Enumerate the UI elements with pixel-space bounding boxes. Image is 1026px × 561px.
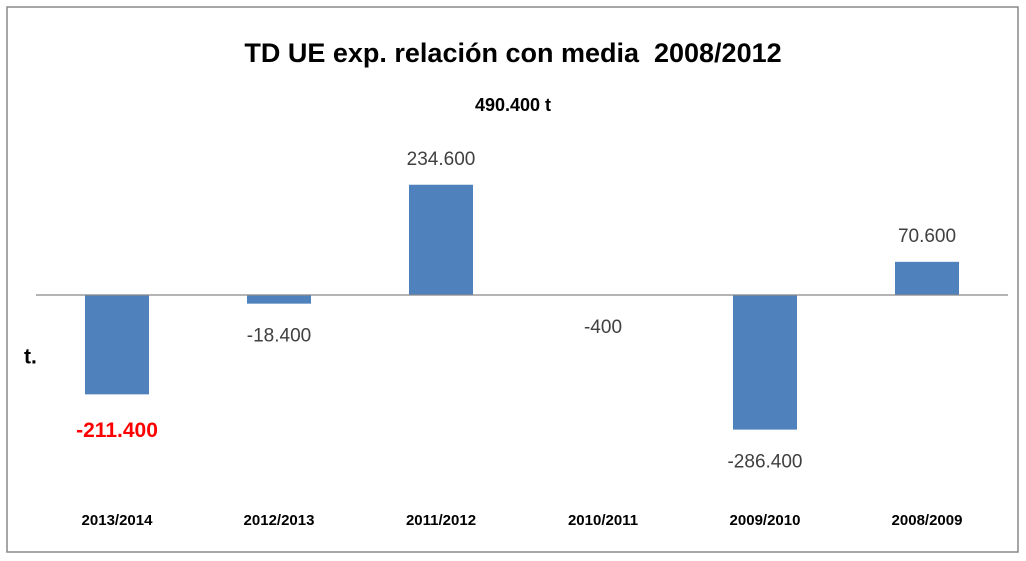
data-label: 234.600 xyxy=(407,149,476,170)
x-tick-label: 2009/2010 xyxy=(730,512,801,529)
data-label: -211.400 xyxy=(76,419,158,442)
chart-frame xyxy=(6,6,1019,553)
bar xyxy=(409,184,473,295)
bar xyxy=(85,295,149,395)
data-label: -286.400 xyxy=(727,452,802,473)
data-label: -18.400 xyxy=(247,326,311,347)
data-label: 70.600 xyxy=(898,226,956,247)
bar xyxy=(733,295,797,430)
y-axis-label: t. xyxy=(24,346,37,369)
bar xyxy=(895,261,959,295)
chart-subtitle: 490.400 t xyxy=(475,95,551,115)
x-tick-label: 2013/2014 xyxy=(82,512,154,529)
x-tick-label: 2010/2011 xyxy=(568,512,638,529)
data-label: -400 xyxy=(584,317,622,338)
chart-title: TD UE exp. relación con media 2008/2012 xyxy=(244,38,781,68)
x-tick-label: 2012/2013 xyxy=(244,512,315,529)
x-tick-label: 2008/2009 xyxy=(892,512,963,529)
x-tick-label: 2011/2012 xyxy=(406,512,476,529)
bar xyxy=(247,295,311,304)
